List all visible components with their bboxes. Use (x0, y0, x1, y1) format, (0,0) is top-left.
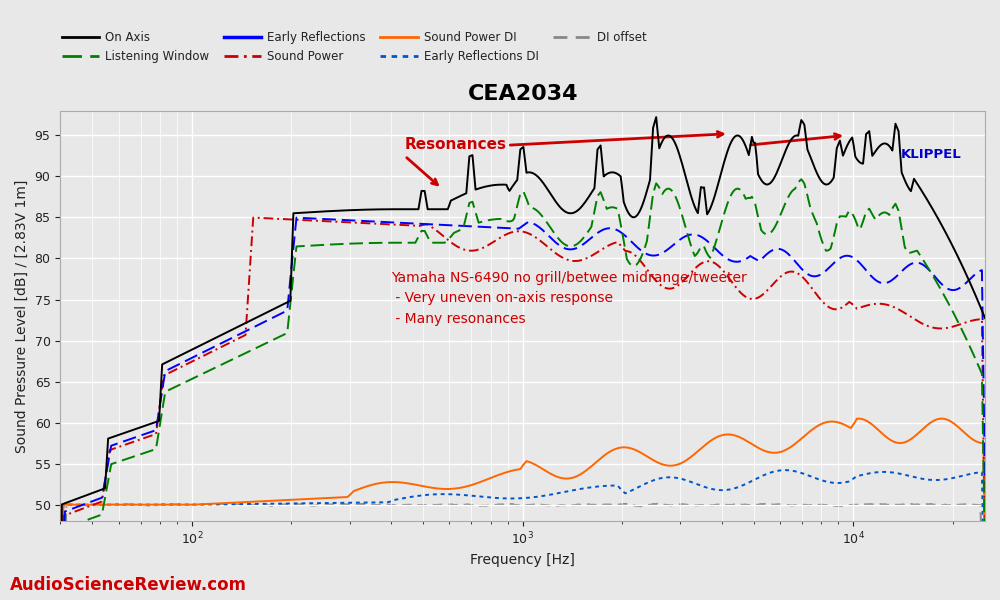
Early Reflections DI (599, 482, 611, 490)
Line: Early Reflections DI: Early Reflections DI (60, 470, 985, 600)
Early Reflections DI (292, 500, 304, 507)
Listening Window (795, 176, 807, 183)
Listening Window (218, 360, 230, 367)
Text: Yamaha NS-6490 no grill/betwee midrange/tweeter: Yamaha NS-6490 no grill/betwee midrange/… (391, 271, 747, 285)
Early Reflections (474, 223, 486, 230)
Line: Listening Window: Listening Window (60, 179, 985, 600)
Early Reflections (601, 225, 613, 232)
Early Reflections (979, 481, 991, 488)
Sound Power DI (852, 415, 864, 422)
DI offset (292, 501, 304, 508)
Line: On Axis: On Axis (60, 117, 985, 600)
Listening Window (979, 553, 991, 560)
Sound Power (752, 294, 764, 301)
Sound Power (218, 342, 230, 349)
Line: Early Reflections: Early Reflections (60, 218, 985, 600)
Sound Power (247, 214, 259, 221)
Listening Window (473, 219, 485, 226)
DI offset (673, 501, 685, 508)
Early Reflections (290, 214, 302, 221)
Legend: On Axis, Listening Window, Early Reflections, Sound Power, Sound Power DI, Early: On Axis, Listening Window, Early Reflect… (57, 26, 651, 68)
Text: AudioScienceReview.com: AudioScienceReview.com (10, 576, 247, 594)
Line: Sound Power DI: Sound Power DI (60, 419, 985, 600)
On Axis (673, 151, 685, 158)
Early Reflections DI (751, 475, 763, 482)
Early Reflections DI (778, 467, 790, 474)
On Axis (752, 170, 764, 178)
Text: KLIPPEL: KLIPPEL (901, 148, 962, 161)
Sound Power DI (979, 557, 991, 565)
Text: - Very uneven on-axis response: - Very uneven on-axis response (391, 292, 613, 305)
Early Reflections (218, 338, 230, 346)
Listening Window (751, 206, 763, 214)
On Axis (218, 330, 230, 337)
Sound Power (474, 245, 486, 253)
On Axis (979, 314, 991, 322)
Sound Power DI (292, 496, 304, 503)
Y-axis label: Sound Pressure Level [dB] / [2.83V 1m]: Sound Pressure Level [dB] / [2.83V 1m] (15, 179, 29, 452)
DI offset (218, 501, 230, 508)
Sound Power DI (473, 479, 485, 486)
Text: - Many resonances: - Many resonances (391, 312, 526, 326)
On Axis (292, 209, 304, 217)
Line: DI offset: DI offset (60, 504, 985, 600)
Sound Power (294, 216, 306, 223)
Early Reflections DI (672, 475, 684, 482)
On Axis (599, 172, 611, 179)
On Axis (473, 185, 485, 192)
Early Reflections (294, 214, 306, 221)
DI offset (752, 501, 764, 508)
Title: CEA2034: CEA2034 (467, 83, 578, 104)
Listening Window (292, 243, 304, 250)
Early Reflections (752, 257, 764, 264)
Listening Window (672, 199, 684, 206)
Sound Power DI (599, 451, 611, 458)
Text: Resonances: Resonances (405, 137, 507, 152)
DI offset (473, 502, 485, 509)
Sound Power (979, 554, 991, 561)
Sound Power DI (218, 500, 230, 507)
Listening Window (599, 201, 611, 208)
On Axis (650, 113, 662, 121)
Early Reflections DI (473, 493, 485, 500)
DI offset (652, 500, 664, 508)
Early Reflections DI (218, 501, 230, 508)
Sound Power (673, 281, 685, 288)
X-axis label: Frequency [Hz]: Frequency [Hz] (470, 553, 575, 567)
Line: Sound Power: Sound Power (60, 218, 985, 600)
Sound Power (601, 243, 613, 250)
Sound Power DI (751, 443, 763, 451)
DI offset (599, 501, 611, 508)
Sound Power DI (672, 461, 684, 468)
Early Reflections (673, 236, 685, 244)
